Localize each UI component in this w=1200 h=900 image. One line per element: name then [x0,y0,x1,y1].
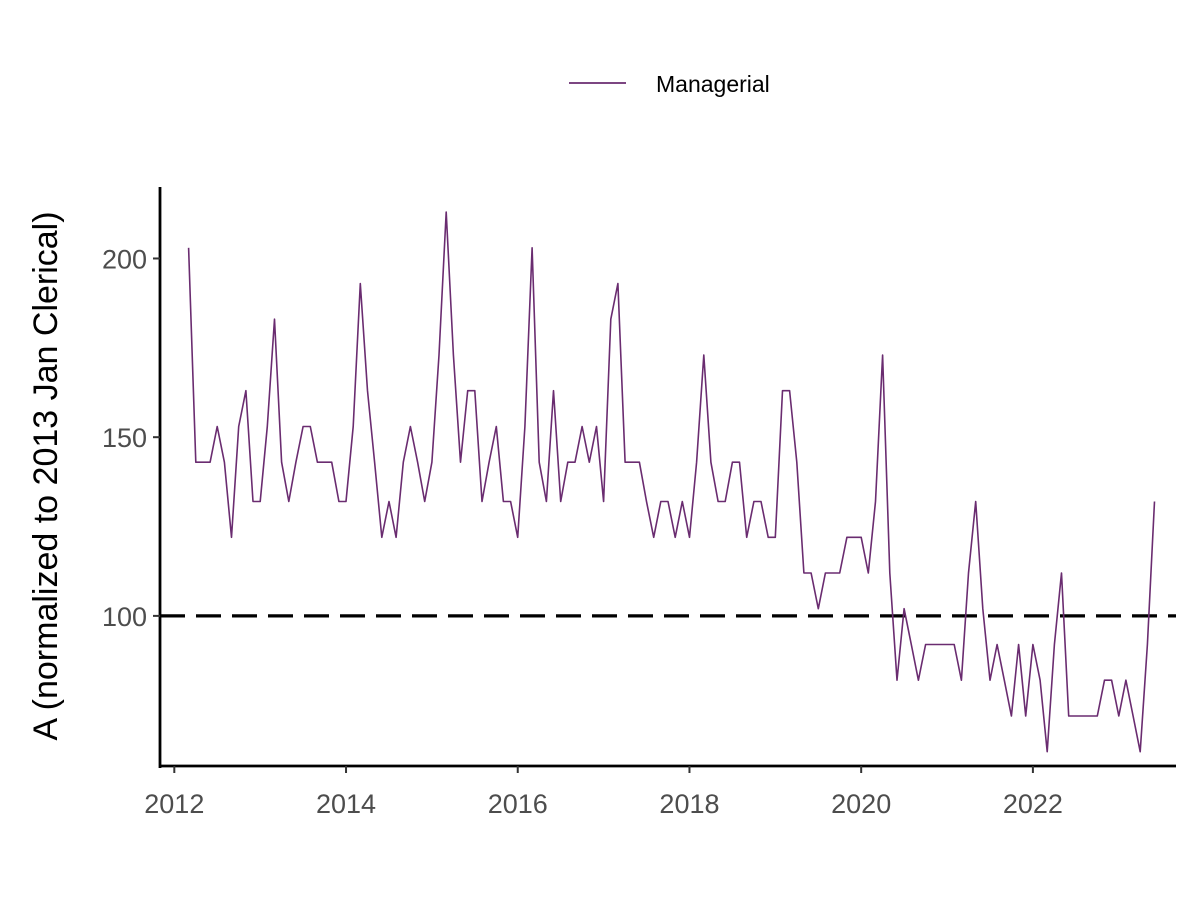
x-tick-label: 2022 [1003,789,1063,819]
x-tick-label: 2018 [659,789,719,819]
x-tick-label: 2020 [831,789,891,819]
y-axis-title: A (normalized to 2013 Jan Clerical) [27,211,65,740]
x-tick-label: 2014 [316,789,376,819]
legend: Managerial [569,71,770,97]
legend-label-managerial: Managerial [656,71,770,97]
plot-area: 100 150 200 2012 2014 2016 2018 2020 2022 [102,187,1176,819]
y-tick-label: 150 [102,423,147,453]
x-tick-label: 2012 [144,789,204,819]
series-line-managerial [187,211,1156,753]
y-tick-label: 100 [102,602,147,632]
y-tick-label: 200 [102,244,147,274]
x-tick-label: 2016 [488,789,548,819]
